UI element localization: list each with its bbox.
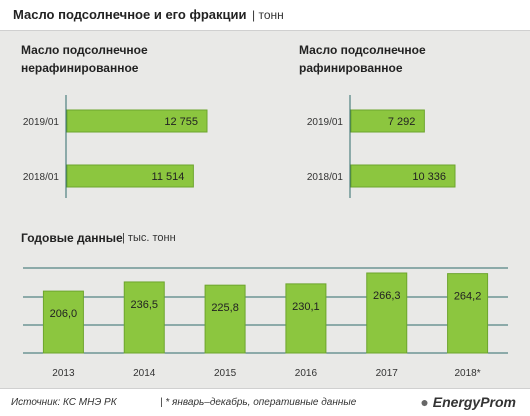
annual-value-label: 225,8 <box>211 302 239 314</box>
annual-section-unit: | тыс. тонн <box>122 232 176 244</box>
annual-bar <box>42 290 84 354</box>
title-bar: Масло подсолнечное и его фракции | тонн <box>0 0 530 31</box>
annual-value-label: 266,3 <box>373 290 401 302</box>
annual-bar <box>447 273 489 354</box>
refined-bar <box>350 109 425 133</box>
annual-value-label: 236,5 <box>130 299 158 311</box>
annual-category-label: 2013 <box>52 368 75 379</box>
refined-value-label: 7 292 <box>388 116 416 128</box>
refined-title-line1: Масло подсолнечное <box>299 43 426 57</box>
refined-category-label: 2018/01 <box>307 172 344 183</box>
annual-bar <box>366 272 408 354</box>
annual-value-label: 264,2 <box>454 291 482 303</box>
unrefined-category-label: 2018/01 <box>23 172 60 183</box>
unrefined-bar <box>66 164 194 188</box>
unrefined-title-line1: Масло подсолнечное <box>21 43 148 57</box>
refined-title-line2: рафинированное <box>299 61 403 75</box>
footer: Источник: КС МНЭ РК | * январь–декабрь, … <box>0 388 530 416</box>
annual-category-label: 2015 <box>214 368 237 379</box>
annual-category-label: 2014 <box>133 368 156 379</box>
page-title: Масло подсолнечное и его фракции <box>13 7 247 22</box>
refined-panel-title: Масло подсолнечное рафинированное <box>299 41 426 77</box>
unrefined-value-label: 12 755 <box>164 116 198 128</box>
brand-name: EnergyProm <box>432 394 516 410</box>
annual-bar <box>285 283 327 354</box>
brand-logo: ● EnergyProm <box>420 394 516 410</box>
unrefined-bar <box>66 109 208 133</box>
annual-section-title: Годовые данные <box>21 231 123 245</box>
annual-value-label: 206,0 <box>50 308 78 320</box>
annual-bar <box>204 284 246 354</box>
unrefined-title-line2: нерафинированное <box>21 61 139 75</box>
annual-bar <box>123 281 165 354</box>
annual-category-label: 2016 <box>295 368 318 379</box>
unrefined-value-label: 11 514 <box>152 171 185 183</box>
brand-icon: ● <box>420 394 429 410</box>
refined-value-label: 10 336 <box>412 171 446 183</box>
unrefined-panel-title: Масло подсолнечное нерафинированное <box>21 41 148 77</box>
annual-category-label: 2018* <box>455 368 481 379</box>
annual-value-label: 230,1 <box>292 301 320 313</box>
refined-bar <box>350 164 456 188</box>
footnote: | * январь–декабрь, оперативные данные <box>160 397 357 408</box>
title-unit: | тонн <box>252 8 284 22</box>
refined-category-label: 2019/01 <box>307 117 344 128</box>
unrefined-category-label: 2019/01 <box>23 117 60 128</box>
source-label: Источник: КС МНЭ РК <box>11 397 117 408</box>
annual-category-label: 2017 <box>376 368 399 379</box>
